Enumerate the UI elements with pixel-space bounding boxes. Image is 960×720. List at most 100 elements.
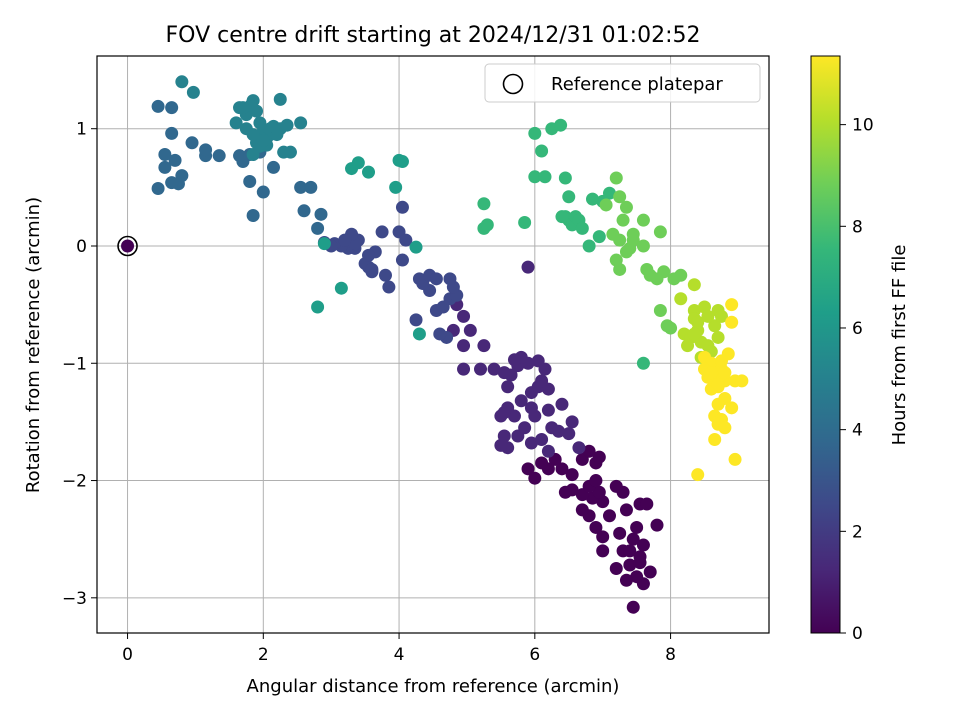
scatter-point <box>538 170 552 184</box>
scatter-point <box>555 210 569 224</box>
scatter-point <box>626 532 640 546</box>
scatter-point <box>518 216 532 230</box>
scatter-point <box>524 401 538 415</box>
scatter-point <box>708 319 722 333</box>
scatter-point <box>633 556 647 570</box>
scatter-point <box>212 149 226 163</box>
colorbar-tick-label: 0 <box>852 624 863 644</box>
scatter-point <box>623 544 637 558</box>
scatter-point <box>596 544 610 558</box>
scatter-point <box>535 432 549 446</box>
scatter-point <box>528 471 542 485</box>
scatter-point <box>524 436 538 450</box>
scatter-point <box>630 520 644 534</box>
scatter-point <box>233 101 247 115</box>
scatter-point <box>229 116 243 130</box>
scatter-point <box>619 503 633 517</box>
scatter-point <box>463 323 477 337</box>
scatter-point <box>501 380 515 394</box>
scatter-point <box>582 444 596 458</box>
scatter-point <box>266 119 280 133</box>
scatter-point <box>382 280 396 294</box>
scatter-point <box>494 409 508 423</box>
scatter-point <box>151 182 165 196</box>
scatter-point <box>409 313 423 327</box>
scatter-point <box>378 268 392 282</box>
scatter-point <box>334 281 348 295</box>
scatter-point <box>555 397 569 411</box>
scatter-point <box>725 401 739 415</box>
scatter-point <box>650 272 664 286</box>
scatter-point <box>711 377 725 391</box>
scatter-point <box>497 366 511 380</box>
scatter-point <box>626 233 640 247</box>
scatter-point <box>175 169 189 183</box>
scatter-point <box>528 170 542 184</box>
scatter-point <box>636 356 650 370</box>
scatter-point <box>185 136 199 150</box>
scatter-point <box>653 225 667 239</box>
scatter-point <box>175 75 189 89</box>
scatter-point <box>562 427 576 441</box>
scatter-point <box>246 208 260 222</box>
scatter-point <box>521 260 535 274</box>
scatter-point <box>283 145 297 159</box>
scatter-point <box>158 160 172 174</box>
colorbar-ticks: 0 2 4 6 8 10 <box>840 116 874 644</box>
scatter-point <box>389 180 403 194</box>
scatter-point <box>541 403 555 417</box>
legend-entry-reference: Reference platepar <box>551 74 723 95</box>
scatter-point <box>412 272 426 286</box>
scatter-point <box>664 321 678 335</box>
plot-frame <box>96 55 770 634</box>
scatter-point <box>518 421 532 435</box>
scatter-point <box>246 94 260 108</box>
scatter-point <box>514 394 528 408</box>
colorbar-tick-label: 6 <box>852 319 863 339</box>
scatter-point <box>586 192 600 206</box>
scatter-point <box>314 207 328 221</box>
scatter-point <box>640 497 654 511</box>
scatter-point <box>158 148 172 162</box>
scatter-point <box>565 468 579 482</box>
scatter-point <box>619 200 633 214</box>
scatter-point <box>718 366 732 380</box>
scatter-point <box>351 156 365 170</box>
scatter-point <box>609 171 623 185</box>
scatter-point <box>714 354 728 368</box>
scatter-point <box>304 180 318 194</box>
scatter-point <box>589 520 603 534</box>
colorbar-tick-label: 8 <box>852 217 863 237</box>
colorbar-gradient <box>810 55 841 634</box>
scatter-point <box>609 479 623 493</box>
scatter-point <box>246 128 260 142</box>
colorbar-tick-label: 2 <box>852 522 863 542</box>
scatter-point <box>636 538 650 552</box>
scatter-point <box>243 174 257 188</box>
scatter-point <box>165 101 179 115</box>
scatter-point <box>457 339 471 353</box>
scatter-point <box>433 327 447 341</box>
scatter-point <box>592 450 606 464</box>
y-axis-ticks: −3 −2 −1 0 1 <box>62 120 97 609</box>
scatter-point <box>552 424 566 438</box>
scatter-point <box>474 362 488 376</box>
scatter-point <box>362 165 376 179</box>
scatter-point <box>507 353 521 367</box>
scatter-point <box>497 429 511 443</box>
x-axis-ticks: 0 2 4 6 8 <box>122 633 676 665</box>
reference-marker-layer <box>117 235 138 257</box>
scatter-point <box>477 197 491 211</box>
colorbar-label: Hours from first FF file <box>889 245 910 446</box>
y-tick-label: −3 <box>62 589 87 609</box>
scatter-point <box>168 153 182 167</box>
scatter-point <box>555 462 569 476</box>
colorbar-tick-label: 10 <box>852 116 874 136</box>
scatter-point <box>735 374 749 388</box>
scatter-point <box>704 366 718 380</box>
scatter-point <box>623 558 637 572</box>
scatter-point <box>711 330 725 344</box>
scatter-point <box>233 149 247 163</box>
y-tick-label: 0 <box>76 237 87 257</box>
